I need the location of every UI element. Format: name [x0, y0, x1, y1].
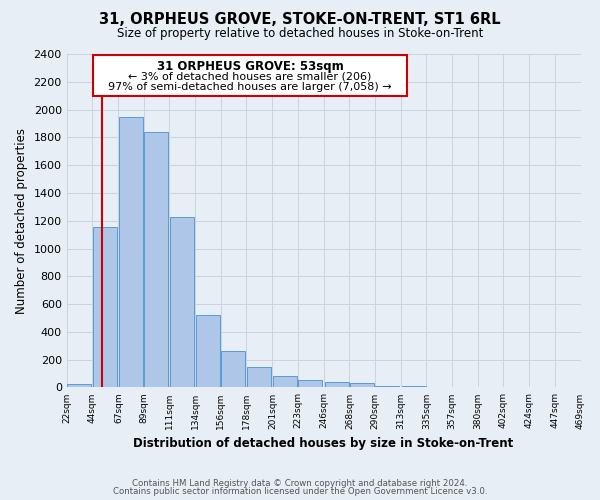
Bar	[221, 350, 245, 388]
Bar	[427, 386, 451, 388]
Text: 97% of semi-detached houses are larger (7,058) →: 97% of semi-detached houses are larger (…	[108, 82, 392, 92]
Y-axis label: Number of detached properties: Number of detached properties	[15, 128, 28, 314]
Bar	[119, 116, 143, 388]
Text: Size of property relative to detached houses in Stoke-on-Trent: Size of property relative to detached ho…	[117, 28, 483, 40]
Bar	[402, 386, 426, 388]
Bar	[273, 376, 297, 388]
Text: ← 3% of detached houses are smaller (206): ← 3% of detached houses are smaller (206…	[128, 72, 372, 82]
Bar	[376, 386, 400, 388]
Bar	[298, 380, 322, 388]
Text: 31 ORPHEUS GROVE: 53sqm: 31 ORPHEUS GROVE: 53sqm	[157, 60, 343, 74]
Text: Contains public sector information licensed under the Open Government Licence v3: Contains public sector information licen…	[113, 487, 487, 496]
Bar	[247, 367, 271, 388]
Bar	[67, 384, 91, 388]
Bar	[92, 227, 116, 388]
Bar	[144, 132, 169, 388]
Bar	[93, 54, 407, 96]
Bar	[170, 217, 194, 388]
X-axis label: Distribution of detached houses by size in Stoke-on-Trent: Distribution of detached houses by size …	[133, 437, 514, 450]
Bar	[350, 384, 374, 388]
Bar	[325, 382, 349, 388]
Text: 31, ORPHEUS GROVE, STOKE-ON-TRENT, ST1 6RL: 31, ORPHEUS GROVE, STOKE-ON-TRENT, ST1 6…	[99, 12, 501, 28]
Bar	[196, 315, 220, 388]
Text: Contains HM Land Registry data © Crown copyright and database right 2024.: Contains HM Land Registry data © Crown c…	[132, 478, 468, 488]
